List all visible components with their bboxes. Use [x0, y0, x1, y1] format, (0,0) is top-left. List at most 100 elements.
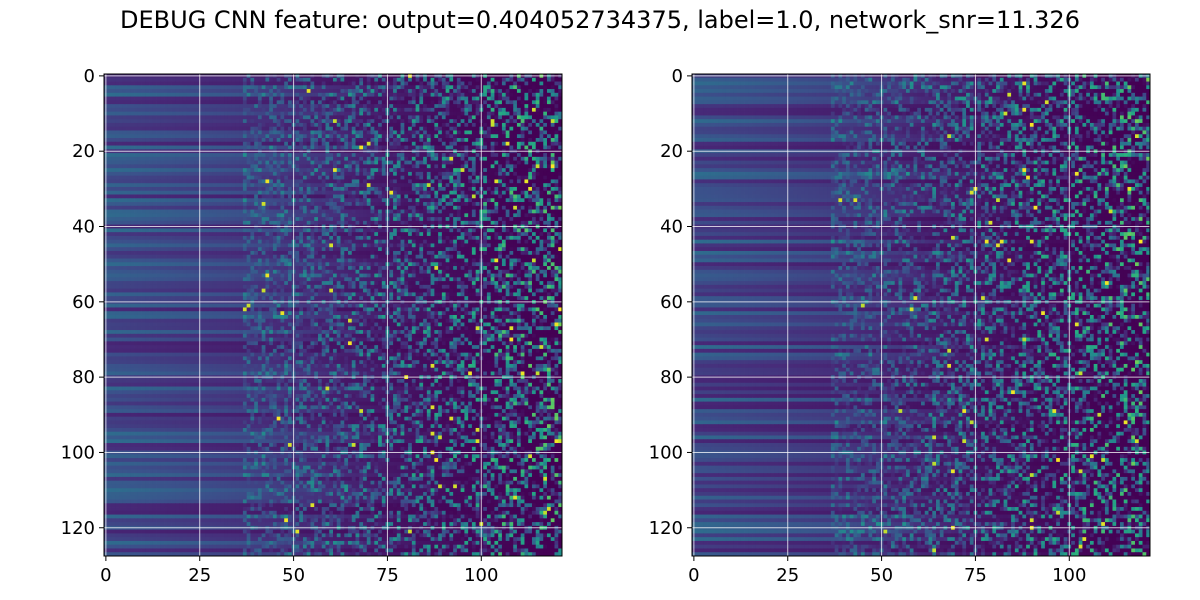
heatmap-cell [498, 179, 502, 183]
heatmap-cell [127, 119, 131, 123]
heatmap-cell [487, 161, 491, 165]
heatmap-cell [157, 191, 161, 195]
heatmap-cell [322, 168, 326, 172]
heatmap-cell [367, 153, 371, 157]
heatmap-cell [123, 112, 127, 116]
heatmap-cell [491, 112, 495, 116]
heatmap-cell [521, 97, 525, 101]
heatmap-cell [157, 138, 161, 142]
heatmap-cell [250, 172, 254, 176]
heatmap-cell [393, 161, 397, 165]
heatmap-cell [265, 161, 269, 165]
heatmap-cell [314, 104, 318, 108]
heatmap-cell [532, 138, 536, 142]
heatmap-cell [401, 153, 405, 157]
heatmap-cell [224, 153, 228, 157]
heatmap-cell [416, 183, 420, 187]
heatmap-cell [532, 97, 536, 101]
heatmap-cell [239, 89, 243, 93]
heatmap-cell [265, 146, 269, 150]
heatmap-cell [318, 191, 322, 195]
heatmap-cell [521, 157, 525, 161]
heatmap-cell [205, 97, 209, 101]
heatmap-cell [273, 210, 277, 214]
heatmap-cell [427, 138, 431, 142]
heatmap-cell [453, 195, 457, 199]
heatmap-cell [434, 172, 438, 176]
heatmap-cell [476, 108, 480, 112]
heatmap-cell [551, 127, 555, 131]
heatmap-cell [232, 172, 236, 176]
heatmap-cell [536, 134, 540, 138]
heatmap-cell [179, 93, 183, 97]
heatmap-cell [412, 130, 416, 134]
heatmap-cell [464, 172, 468, 176]
heatmap-cell [254, 115, 258, 119]
heatmap-cell [202, 142, 206, 146]
heatmap-cell [431, 89, 435, 93]
heatmap-cell [202, 176, 206, 180]
heatmap-cell [416, 213, 420, 217]
heatmap-cell [472, 213, 476, 217]
heatmap-cell [277, 195, 281, 199]
heatmap-cell [108, 202, 112, 206]
heatmap-cell [284, 93, 288, 97]
heatmap-cell [344, 89, 348, 93]
heatmap-cell [153, 123, 157, 127]
heatmap-cell [108, 142, 112, 146]
heatmap-cell [547, 127, 551, 131]
heatmap-cell [190, 179, 194, 183]
heatmap-cell [419, 187, 423, 191]
heatmap-cell [142, 146, 146, 150]
heatmap-cell [307, 97, 311, 101]
heatmap-cell [123, 153, 127, 157]
heatmap-cell [280, 172, 284, 176]
heatmap-cell [363, 104, 367, 108]
heatmap-cell [344, 210, 348, 214]
heatmap-cell [423, 176, 427, 180]
heatmap-cell [337, 195, 341, 199]
heatmap-cell [367, 142, 371, 146]
heatmap-cell [419, 176, 423, 180]
heatmap-cell [352, 191, 356, 195]
heatmap-cell [277, 206, 281, 210]
heatmap-cell [453, 89, 457, 93]
heatmap-cell [461, 89, 465, 93]
heatmap-cell [543, 142, 547, 146]
heatmap-cell [412, 183, 416, 187]
heatmap-cell [446, 221, 450, 225]
heatmap-cell [190, 187, 194, 191]
heatmap-cell [341, 123, 345, 127]
heatmap-cell [138, 168, 142, 172]
heatmap-cell [446, 134, 450, 138]
heatmap-cell [153, 191, 157, 195]
heatmap-cell [235, 179, 239, 183]
heatmap-cell [506, 187, 510, 191]
heatmap-cell [363, 191, 367, 195]
heatmap-cell [427, 127, 431, 131]
heatmap-cell [175, 210, 179, 214]
heatmap-cell [554, 202, 558, 206]
heatmap-cell [243, 115, 247, 119]
heatmap-cell [337, 97, 341, 101]
heatmap-cell [262, 195, 266, 199]
heatmap-cell [127, 108, 131, 112]
heatmap-cell [243, 210, 247, 214]
heatmap-cell [521, 183, 525, 187]
heatmap-cell [318, 213, 322, 217]
heatmap-cell [416, 217, 420, 221]
heatmap-cell [258, 123, 262, 127]
heatmap-cell [160, 198, 164, 202]
heatmap-cell [352, 213, 356, 217]
heatmap-cell [325, 191, 329, 195]
heatmap-cell [314, 134, 318, 138]
heatmap-cell [431, 93, 435, 97]
heatmap-cell [494, 115, 498, 119]
heatmap-cell [160, 164, 164, 168]
heatmap-cell [509, 134, 513, 138]
heatmap-cell [205, 112, 209, 116]
heatmap-cell [438, 108, 442, 112]
heatmap-cell [427, 85, 431, 89]
heatmap-cell [149, 78, 153, 82]
heatmap-cell [217, 89, 221, 93]
